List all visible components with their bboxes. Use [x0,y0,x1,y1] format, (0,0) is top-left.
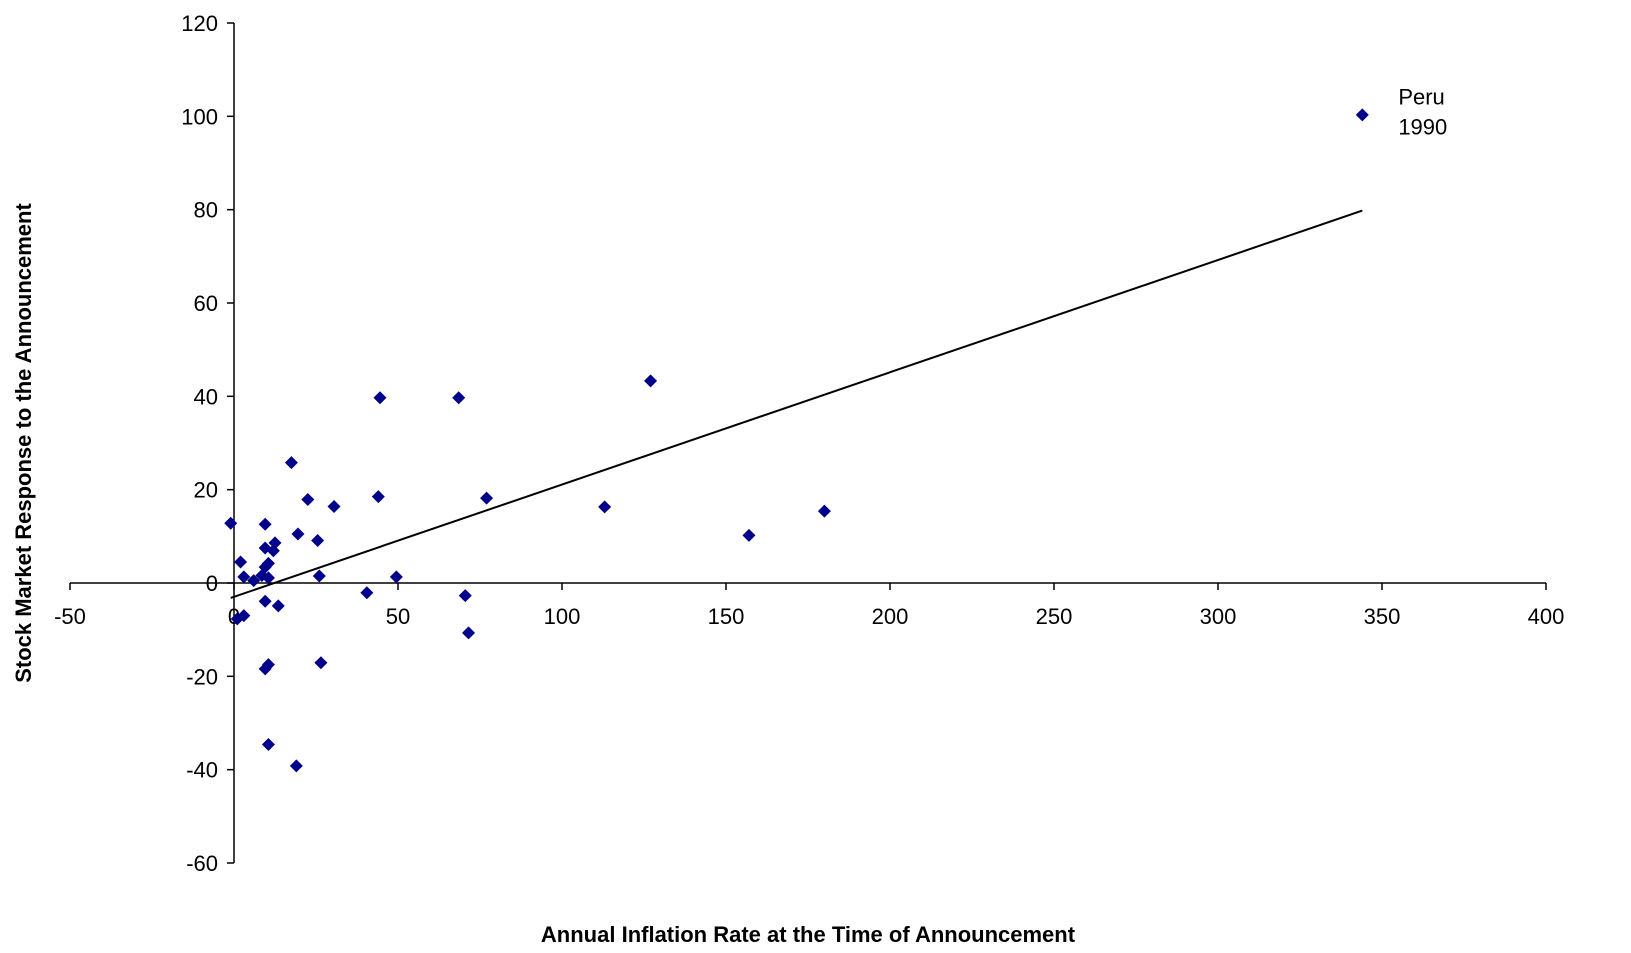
data-point [261,737,275,751]
data-point [289,759,303,773]
y-axis-title: Stock Market Response to the Announcemen… [11,203,36,683]
data-point [258,662,272,676]
trendline [230,209,1363,599]
data-point [271,599,285,613]
data-point [224,516,238,530]
x-tick-label: 250 [1036,604,1073,629]
y-tick-label: 80 [194,198,218,223]
data-point [291,527,305,541]
y-tick-label: 100 [181,104,218,129]
data-point [458,589,472,603]
annotation-line-1: Peru [1398,84,1444,109]
data-points [224,108,1369,773]
data-point [480,491,494,505]
data-point [266,544,280,558]
data-point [742,528,756,542]
data-point [237,570,251,584]
x-tick-label: 150 [708,604,745,629]
x-tick-label: 50 [386,604,410,629]
data-point [284,456,298,470]
data-point [234,555,248,569]
data-point [360,586,374,600]
data-point [311,534,325,548]
data-point [312,569,326,583]
x-tick-label: 100 [544,604,581,629]
data-point [255,569,269,583]
y-tick-label: 40 [194,384,218,409]
x-tick-label: -50 [54,604,86,629]
data-point [462,626,476,640]
data-point [371,490,385,504]
x-tick-label: 200 [872,604,909,629]
y-tick-label: 120 [181,11,218,36]
x-tick-label: 300 [1200,604,1237,629]
y-tick-label: 20 [194,478,218,503]
y-tick-label: -20 [186,664,218,689]
y-axis-ticks: -60 -40 -20 0 20 40 60 80 100 120 [181,11,234,876]
data-point [258,517,272,531]
data-point [327,499,341,513]
data-point [230,612,244,626]
data-point [247,574,261,588]
data-point [1355,108,1369,122]
y-tick-label: -40 [186,758,218,783]
data-point [373,391,387,405]
y-tick-label: 0 [206,571,218,596]
axes [70,23,1546,863]
x-tick-label: 350 [1364,604,1401,629]
data-point [389,570,403,584]
data-point [301,492,315,506]
x-axis-title: Annual Inflation Rate at the Time of Ann… [541,922,1076,947]
x-axis-ticks: -50050100150200250300350400 [54,583,1564,629]
x-tick-label: 400 [1528,604,1565,629]
data-point [817,504,831,518]
y-tick-label: -60 [186,851,218,876]
data-point [258,594,272,608]
annotation-line-2: 1990 [1398,114,1447,139]
y-tick-label: 60 [194,291,218,316]
data-point [314,656,328,670]
data-point [644,374,658,388]
data-point [598,500,612,514]
data-point [452,391,466,405]
